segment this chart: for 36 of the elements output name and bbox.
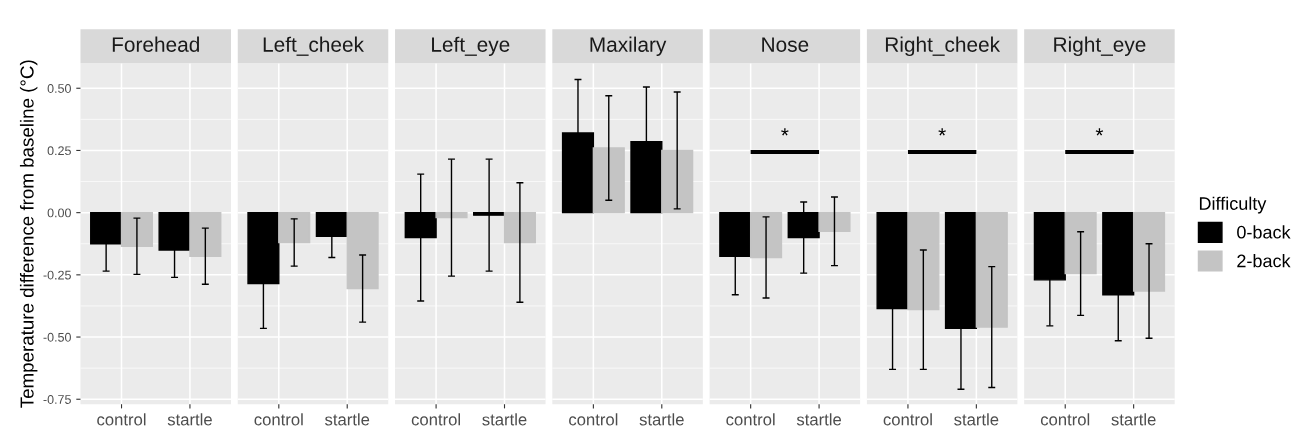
legend-label: 0-back <box>1237 225 1291 239</box>
y-tick-label: 0.50 <box>47 84 71 93</box>
chart-title: Forehead <box>112 36 199 52</box>
annotation: * <box>938 128 946 136</box>
y-tick-label: -0.25 <box>43 270 71 280</box>
x-tick-label: startle <box>167 413 212 426</box>
x-tick-label: startle <box>324 413 370 426</box>
x-tick-label: control <box>883 413 932 426</box>
legend-title: Difficulty <box>1199 196 1267 214</box>
legend-label: 2-back <box>1237 254 1291 268</box>
x-tick-label: control <box>569 413 618 426</box>
chart-title: Right_cheek <box>885 36 1001 57</box>
bar <box>661 149 694 214</box>
x-tick-label: control <box>97 413 146 426</box>
y-tick-label: -0.75 <box>43 395 71 404</box>
chart-title: Right_eye <box>1054 36 1146 57</box>
y-tick-label: 0.00 <box>47 208 71 218</box>
annotation: * <box>781 128 789 136</box>
chart-title: Nose <box>762 37 809 52</box>
bar <box>592 147 625 214</box>
x-tick-label: startle <box>954 413 999 426</box>
y-tick-label: 0.25 <box>47 146 71 156</box>
chart-title: Left_cheek <box>263 36 365 56</box>
x-tick-label: control <box>726 413 775 426</box>
chart-title: Maxilary <box>590 36 667 57</box>
x-tick-label: startle <box>482 413 527 426</box>
chart-title: Left_eye <box>432 36 510 57</box>
y-tick-label: -0.50 <box>43 332 71 342</box>
x-tick-label: startle <box>639 413 684 426</box>
x-tick-label: control <box>411 413 460 426</box>
annotation: * <box>1095 128 1104 136</box>
y-axis-title: Temperature difference from baseline (°C) <box>19 60 38 408</box>
x-tick-label: control <box>1040 413 1090 426</box>
x-tick-label: control <box>254 413 303 426</box>
x-tick-label: startle <box>796 413 842 426</box>
x-tick-label: startle <box>1111 413 1156 426</box>
